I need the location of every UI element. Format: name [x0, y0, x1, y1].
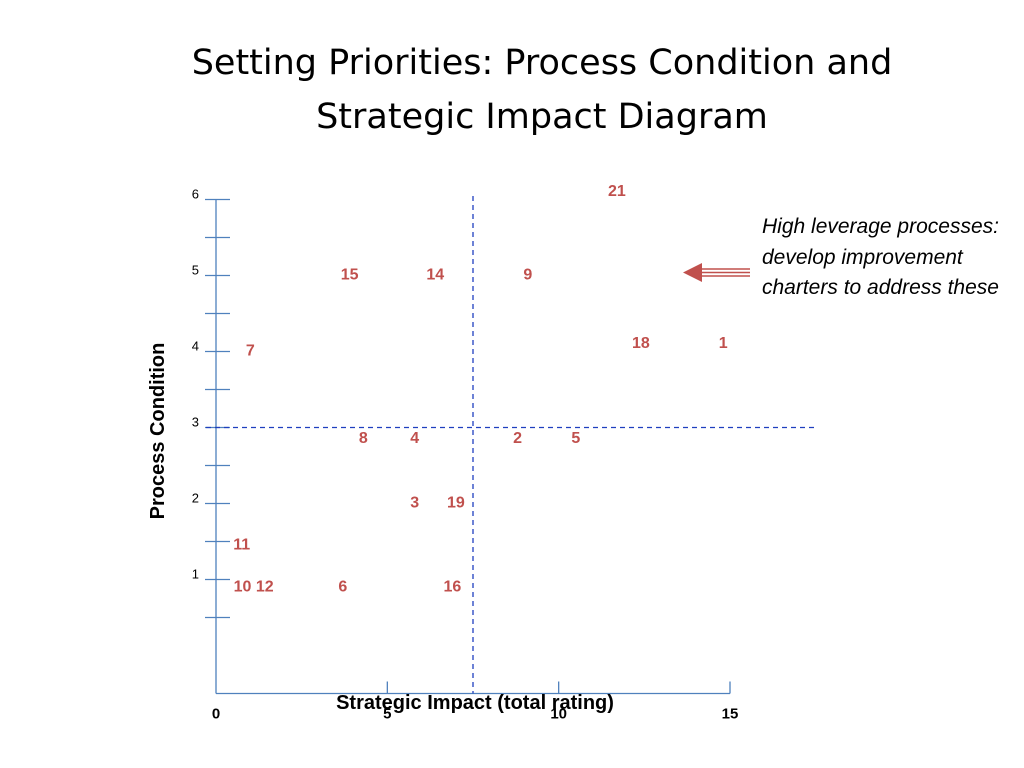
callout-text: High leverage processes: develop improve… [762, 215, 999, 299]
y-axis-label: Process Condition [147, 343, 169, 520]
arrow-head [683, 263, 702, 282]
point-label: 15 [341, 267, 359, 284]
point-label: 4 [410, 430, 419, 447]
left-arrow-icon [683, 263, 750, 282]
y-tick-label: 1 [192, 567, 199, 582]
point-label: 8 [359, 430, 368, 447]
point-label: 7 [246, 343, 255, 360]
point-label: 11 [233, 537, 250, 554]
point-label: 16 [444, 578, 462, 595]
chart-points: 21 15 14 9 18 1 7 8 4 2 5 3 19 11 10 12 6 16 [233, 183, 727, 595]
x-tick-label: 5 [383, 706, 391, 723]
slide-title-line-2: Strategic Impact Diagram [316, 97, 768, 137]
slide-title: Setting Priorities: Process Condition an… [120, 36, 964, 144]
slide-title-line-1: Setting Priorities: Process Condition an… [191, 43, 893, 83]
y-tick-label: 5 [192, 263, 199, 278]
y-tick-label: 4 [192, 339, 199, 354]
point-label: 21 [608, 183, 626, 200]
point-label: 5 [571, 430, 580, 447]
point-label: 3 [410, 495, 419, 512]
x-tick-label: 15 [722, 706, 739, 723]
x-axis-label: Strategic Impact (total rating) [336, 692, 614, 714]
y-tick-label: 6 [192, 187, 199, 202]
point-label: 9 [523, 267, 532, 284]
point-label: 1 [719, 335, 728, 352]
point-label: 19 [447, 495, 465, 512]
point-label: 14 [426, 267, 444, 284]
point-label: 10 12 [234, 578, 274, 595]
y-tick-label: 3 [192, 415, 199, 430]
point-label: 6 [338, 578, 347, 595]
x-tick-label: 0 [212, 706, 220, 723]
y-tick-label: 2 [192, 491, 199, 506]
point-label: 18 [632, 335, 650, 352]
point-label: 2 [513, 430, 522, 447]
quadrant-dividers [206, 196, 818, 694]
x-tick-label: 10 [550, 706, 567, 723]
